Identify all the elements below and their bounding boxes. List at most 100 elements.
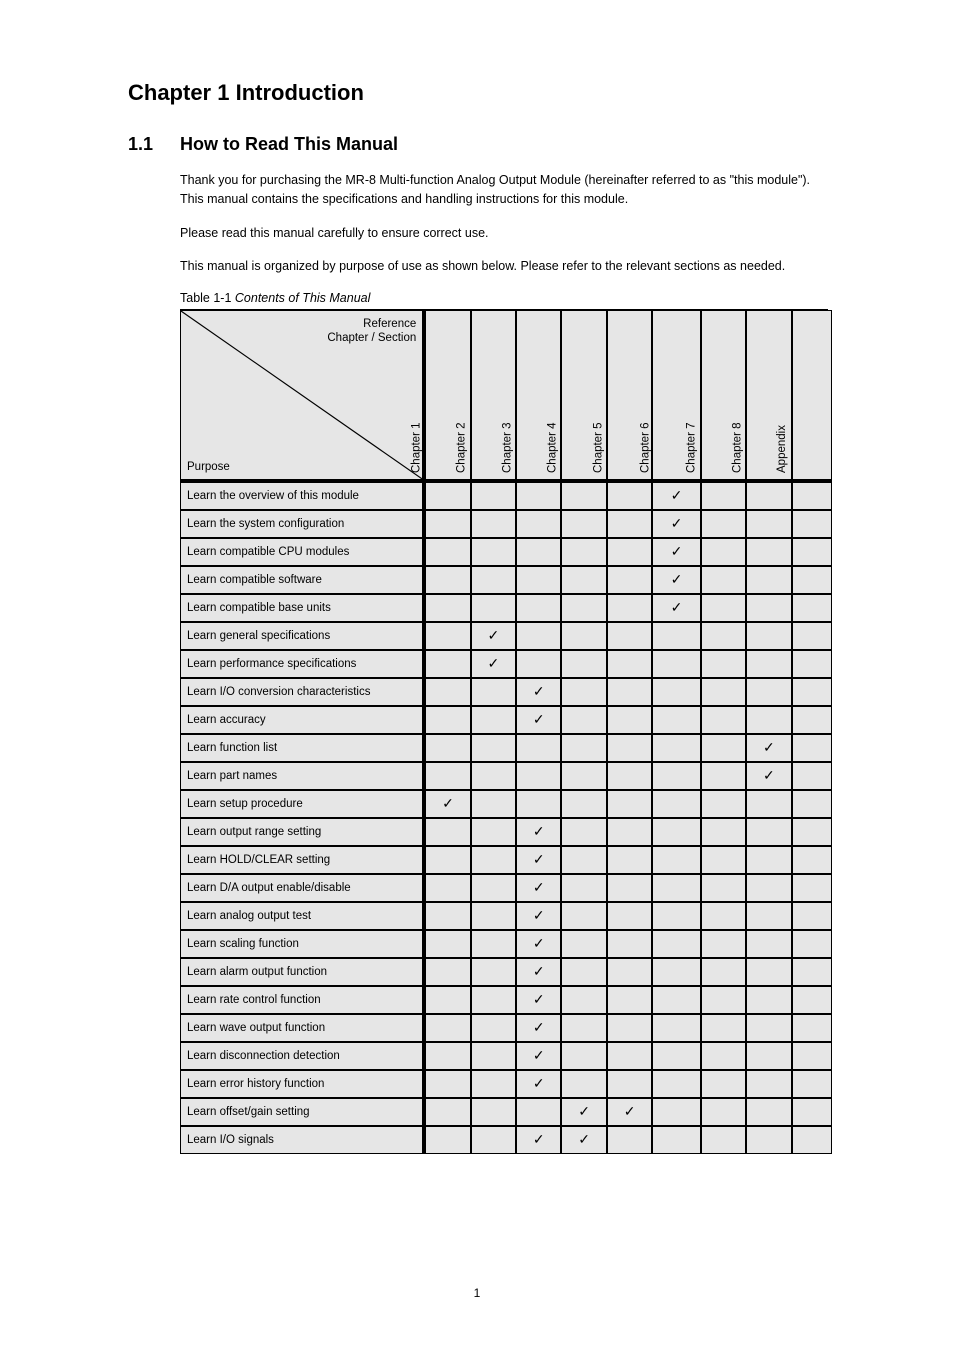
matrix-cell [746,510,791,538]
matrix-cell [652,1126,700,1154]
row-label: Learn compatible base units [180,594,423,622]
table-row: Learn compatible base units ✓ [180,594,832,622]
row-label: Learn I/O conversion characteristics [180,678,423,706]
col-header-label: Chapter 6 [639,422,651,473]
matrix-cell [425,930,470,958]
matrix-cell [471,1098,516,1126]
col-header-label: Chapter 5 [592,422,604,473]
matrix-cell [792,510,832,538]
matrix-cell [561,650,606,678]
matrix-cell [792,594,832,622]
table-row: Learn the system configuration✓ [180,510,832,538]
matrix-cell: ✓ [516,958,561,986]
matrix-cell [701,1098,746,1126]
matrix-cell: ✓ [561,1126,606,1154]
matrix-cell [561,930,606,958]
matrix-cell [561,818,606,846]
matrix-cell [701,874,746,902]
matrix-cell [607,538,652,566]
row-label: Learn accuracy [180,706,423,734]
matrix-cell [701,818,746,846]
matrix-cell [561,1070,606,1098]
matrix-cell [561,510,606,538]
table-row: Learn part names✓ [180,762,832,790]
check-icon: ✓ [487,627,499,643]
matrix-cell [425,566,470,594]
col-header-label: Chapter 4 [547,422,559,473]
matrix-cell [701,706,746,734]
matrix-cell: ✓ [471,622,516,650]
table-row: Learn disconnection detection✓ [180,1042,832,1070]
matrix-cell [746,594,791,622]
matrix-cell [792,762,832,790]
matrix-cell [471,902,516,930]
matrix-cell [471,706,516,734]
check-icon: ✓ [763,767,775,783]
matrix-cell [607,650,652,678]
matrix-cell [561,986,606,1014]
table-row: Learn compatible CPU modules✓ [180,538,832,566]
check-icon: ✓ [533,1019,545,1035]
matrix-cell [471,790,516,818]
matrix-cell [701,538,746,566]
matrix-cell [792,1014,832,1042]
check-icon: ✓ [533,711,545,727]
matrix-cell [607,482,652,510]
matrix-cell [425,734,470,762]
matrix-cell [561,958,606,986]
matrix-cell [701,790,746,818]
table-row: Learn wave output function✓ [180,1014,832,1042]
matrix-cell [701,594,746,622]
col-header-label: Chapter 7 [686,422,698,473]
matrix-cell [652,706,700,734]
matrix-cell: ✓ [516,846,561,874]
row-label: Learn offset/gain setting [180,1098,423,1126]
table-row: Learn general specifications ✓ [180,622,832,650]
chapter-heading: Chapter 1 Introduction [128,80,828,106]
matrix-cell [792,874,832,902]
matrix-cell [516,482,561,510]
table-row: Learn I/O conversion characteristics✓ [180,678,832,706]
matrix-cell [607,1042,652,1070]
matrix-cell [425,482,470,510]
content-area: Chapter 1 Introduction 1.1 How to Read T… [128,80,828,1154]
matrix-cell [607,622,652,650]
matrix-cell [746,790,791,818]
matrix-cell [746,678,791,706]
matrix-cell [652,762,700,790]
matrix-cell [792,818,832,846]
check-icon: ✓ [533,1075,545,1091]
check-icon: ✓ [578,1103,590,1119]
matrix-cell: ✓ [516,874,561,902]
matrix-cell [792,678,832,706]
matrix-cell [746,930,791,958]
matrix-cell [471,762,516,790]
matrix-cell [471,986,516,1014]
matrix-cell [701,566,746,594]
matrix-cell [516,566,561,594]
matrix-cell [471,1070,516,1098]
row-label: Learn the overview of this module [180,482,423,510]
matrix-cell: ✓ [516,1014,561,1042]
matrix-cell: ✓ [516,1070,561,1098]
table-row: Learn offset/gain setting✓✓ [180,1098,832,1126]
matrix-cell [425,958,470,986]
row-label: Learn general specifications [180,622,423,650]
check-icon: ✓ [533,963,545,979]
matrix-cell [561,622,606,650]
matrix-cell [425,902,470,930]
matrix-cell [701,846,746,874]
section-number: 1.1 [128,134,180,155]
matrix-cell [607,734,652,762]
matrix-cell [746,1126,791,1154]
matrix-cell [561,790,606,818]
matrix-cell: ✓ [516,986,561,1014]
matrix-cell [701,930,746,958]
matrix-cell [792,1098,832,1126]
matrix-cell [425,1126,470,1154]
matrix-cell [607,846,652,874]
matrix-cell [471,818,516,846]
matrix-cell [746,1098,791,1126]
matrix-cell: ✓ [652,594,700,622]
check-icon: ✓ [533,935,545,951]
